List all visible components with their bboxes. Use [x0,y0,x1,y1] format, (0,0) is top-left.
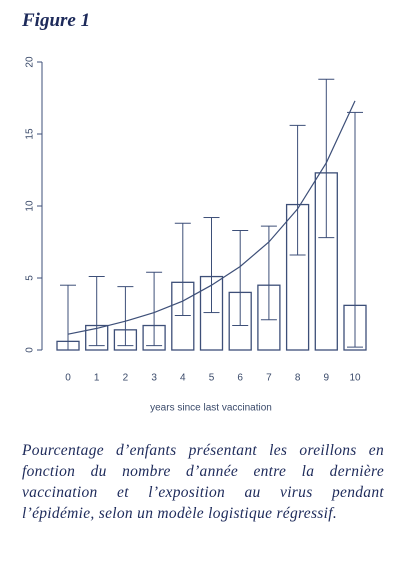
y-tick-label: 15 [25,128,36,140]
caption: Pourcentage d’enfants présentant les ore… [22,442,384,522]
x-tick-label: 1 [94,373,100,384]
y-tick-label: 20 [25,56,36,68]
x-tick-label: 6 [237,373,243,384]
x-tick-label: 7 [266,373,272,384]
fit-curve [67,100,356,335]
y-tick-label: 0 [25,347,36,353]
chart: 0 5 10 15 20 0 1 2 3 4 5 6 7 8 9 10 years since last vac… [25,56,367,414]
x-tick-label: 4 [180,373,186,384]
x-tick-label: 8 [295,373,301,384]
x-tick-label: 10 [349,373,361,384]
x-tick-label: 5 [209,373,215,384]
x-tick-label: 2 [123,373,129,384]
x-tick-label: 9 [324,373,330,384]
y-tick-label: 10 [25,200,36,212]
x-tick-label: 3 [151,373,157,384]
y-tick-label: 5 [25,275,36,281]
figure-label: Figure 1 [22,10,91,31]
x-tick-label: 0 [65,373,71,384]
x-axis-label: years since last vaccination [150,403,272,414]
